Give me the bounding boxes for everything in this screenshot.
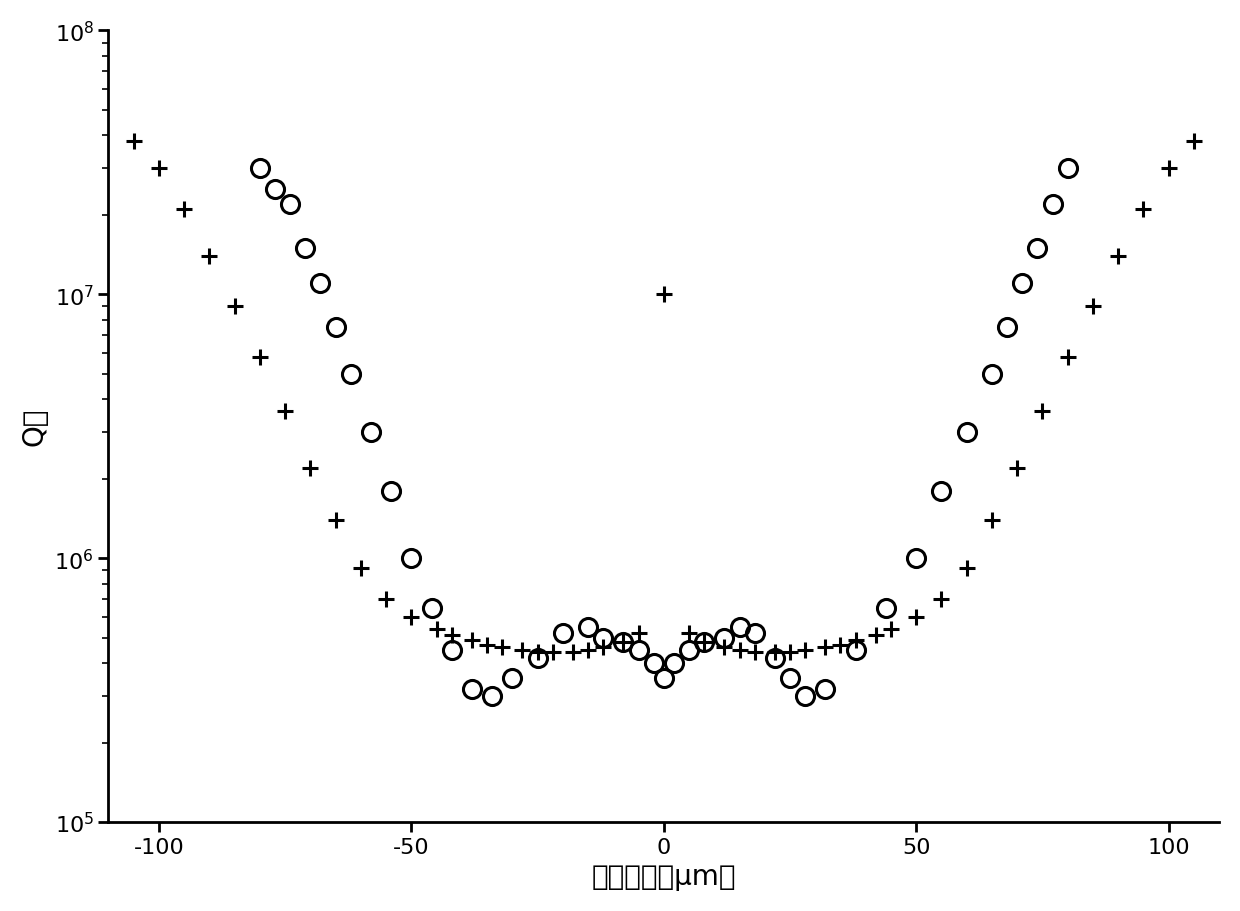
Y-axis label: Q値: Q値 <box>21 407 48 445</box>
X-axis label: 耦合位置（μm）: 耦合位置（μm） <box>591 862 737 890</box>
